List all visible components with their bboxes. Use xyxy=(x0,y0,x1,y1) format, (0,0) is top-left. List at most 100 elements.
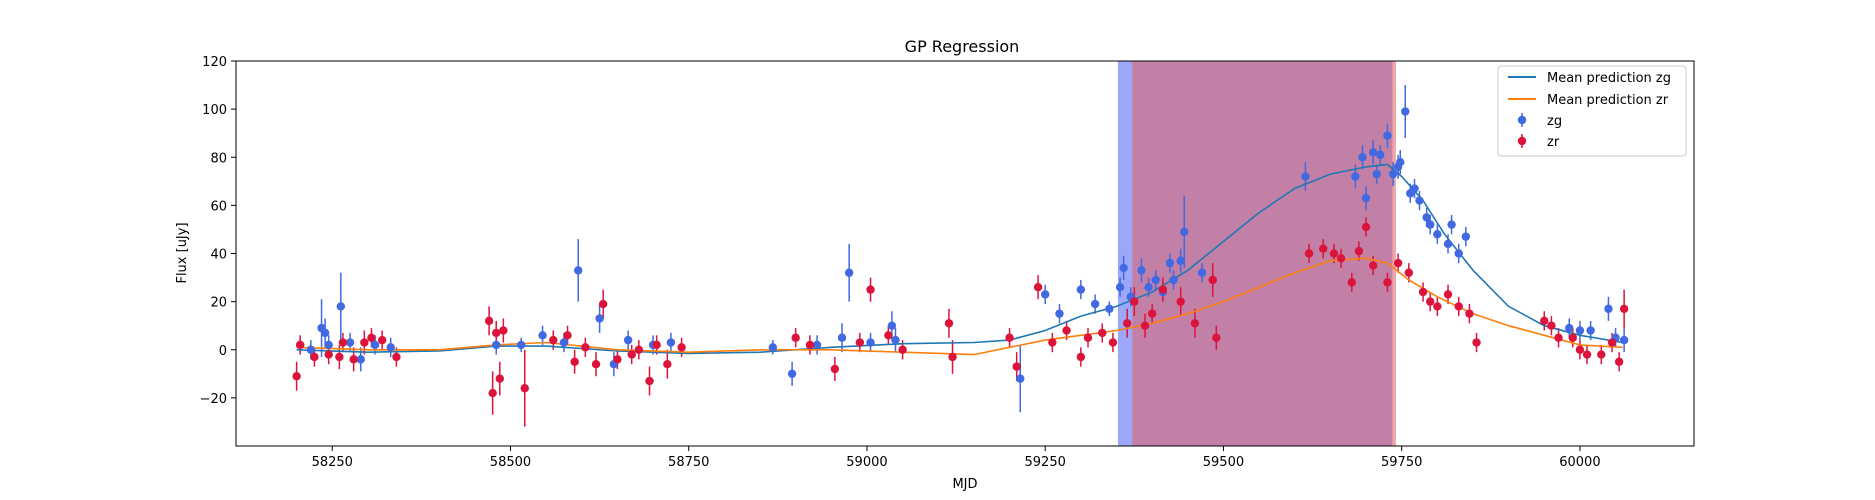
data-point-zg xyxy=(1376,150,1385,160)
y-axis-label: Flux [uJy] xyxy=(175,222,190,283)
x-tick-label: 58750 xyxy=(668,455,709,470)
data-point-zr xyxy=(1443,290,1453,299)
data-point-zg xyxy=(1454,249,1463,258)
axes-frame xyxy=(235,60,1695,447)
data-point-zr xyxy=(377,335,387,345)
data-point-zr xyxy=(324,350,333,359)
data-point-zg xyxy=(1575,326,1585,335)
data-point-zg xyxy=(866,338,875,347)
legend-label-zg-line: Mean prediction zg xyxy=(1547,71,1671,86)
x-tick-label: 59000 xyxy=(846,455,887,470)
legend-marker xyxy=(1517,136,1527,146)
y-tick-label: 120 xyxy=(202,55,227,70)
data-point-zg xyxy=(1361,193,1371,203)
data-point-zr xyxy=(1304,249,1314,258)
data-point-zg xyxy=(1401,107,1410,116)
data-point-zr xyxy=(563,331,572,340)
y-tick-label: 40 xyxy=(210,248,227,263)
data-point-zg xyxy=(1016,374,1025,383)
data-point-zg xyxy=(1055,309,1064,318)
data-point-zg xyxy=(595,314,604,323)
data-point-zg xyxy=(1447,220,1456,229)
data-point-zr xyxy=(1076,352,1086,362)
data-point-zg xyxy=(1461,232,1471,241)
data-point-zr xyxy=(338,338,348,347)
data-point-zr xyxy=(948,352,957,362)
data-point-zg xyxy=(666,338,676,347)
data-point-zr xyxy=(884,331,893,340)
data-point-zr xyxy=(335,352,344,362)
y-tick-label: 80 xyxy=(210,151,227,166)
data-point-zg xyxy=(837,333,847,342)
data-point-zr xyxy=(1005,333,1014,342)
data-point-zr xyxy=(484,316,494,326)
data-point-zr xyxy=(1319,244,1328,253)
data-point-zr xyxy=(652,340,661,350)
data-point-zr xyxy=(944,319,954,328)
data-point-zr xyxy=(499,326,508,335)
data-point-zr xyxy=(1048,338,1057,347)
data-point-zg xyxy=(787,369,797,379)
data-point-zg xyxy=(1410,184,1419,193)
data-point-zr xyxy=(663,359,672,369)
x-tick-label: 59250 xyxy=(1025,455,1066,470)
data-point-zr xyxy=(1140,321,1150,330)
data-point-zr xyxy=(310,352,319,362)
data-point-zg xyxy=(356,355,365,364)
data-point-zr xyxy=(1619,304,1629,314)
data-point-zr xyxy=(1012,362,1021,371)
data-point-zg xyxy=(1115,282,1125,292)
data-point-zr xyxy=(1426,297,1435,306)
data-point-zg xyxy=(1105,304,1114,314)
data-point-zr xyxy=(581,343,590,352)
data-point-zr xyxy=(1418,287,1428,297)
data-point-zr xyxy=(1147,309,1157,318)
y-tick-label: 100 xyxy=(202,103,227,118)
data-point-zg xyxy=(1619,335,1629,345)
x-axis: 58250 58500 58750 59000 59250 59500 59750 60000 xyxy=(312,446,1601,470)
data-point-zg xyxy=(1197,268,1207,277)
x-tick-label: 60000 xyxy=(1559,455,1600,470)
data-point-zr xyxy=(1393,258,1403,268)
data-point-zr xyxy=(292,372,301,381)
data-point-zr xyxy=(1568,333,1577,342)
data-point-zg xyxy=(844,268,854,277)
data-point-zg xyxy=(1383,131,1392,140)
data-point-zr xyxy=(855,338,865,347)
data-point-zr xyxy=(634,345,644,354)
legend: Mean prediction zg Mean prediction zr zg… xyxy=(1497,65,1687,157)
data-point-zg xyxy=(1351,172,1360,181)
data-point-zr xyxy=(591,359,601,369)
data-point-zr xyxy=(866,285,875,294)
data-point-zr xyxy=(805,340,815,350)
data-point-zg xyxy=(345,338,355,347)
data-point-zr xyxy=(1465,309,1474,318)
y-tick-label: 0 xyxy=(219,344,227,359)
legend-swatch-zr-points xyxy=(1517,134,1527,148)
data-point-zg xyxy=(324,340,333,350)
chart-title: GP Regression xyxy=(905,37,1020,56)
x-tick-label: 58250 xyxy=(312,455,353,470)
data-point-zr xyxy=(1540,316,1549,326)
data-point-zg xyxy=(386,343,395,352)
data-point-zr xyxy=(1433,302,1442,311)
data-point-zg xyxy=(623,335,633,345)
data-point-zg xyxy=(574,266,583,275)
legend-label-zr-line: Mean prediction zr xyxy=(1547,93,1669,108)
legend-marker xyxy=(1517,115,1527,125)
data-point-zg xyxy=(812,340,822,350)
data-point-zr xyxy=(488,388,497,398)
data-point-zr xyxy=(677,343,686,352)
data-point-zr xyxy=(1033,282,1043,292)
mean-line-zr xyxy=(296,257,1623,356)
legend-swatch-zg-points xyxy=(1517,113,1527,127)
data-point-zr xyxy=(898,345,907,354)
data-point-zr xyxy=(1614,357,1624,366)
data-point-zg xyxy=(1144,282,1153,292)
data-point-zg xyxy=(768,343,778,352)
data-point-zr xyxy=(830,364,840,374)
x-axis-label: MJD xyxy=(952,477,977,492)
data-point-zr xyxy=(1597,350,1606,359)
data-point-zg xyxy=(1041,290,1050,299)
